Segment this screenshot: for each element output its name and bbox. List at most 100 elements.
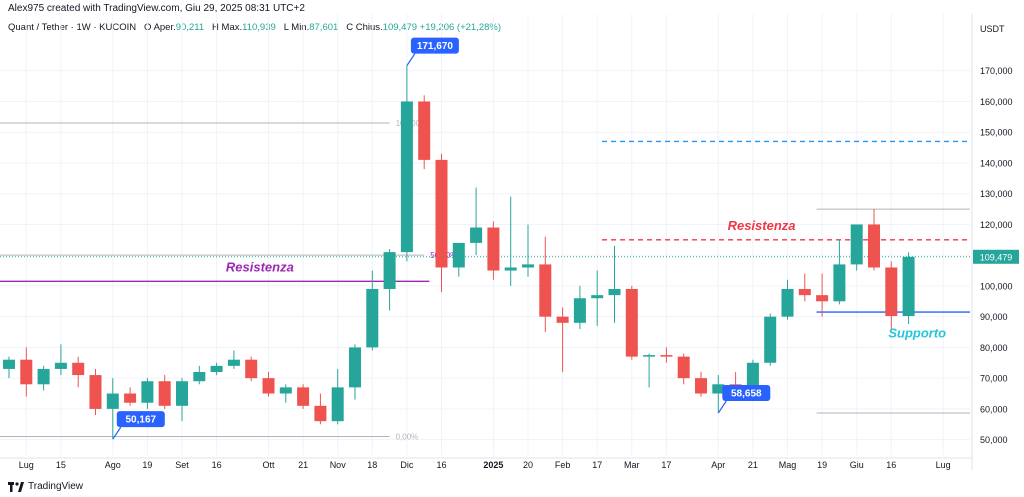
candle-up[interactable]	[331, 387, 344, 422]
close-prefix: Chius.	[355, 22, 383, 33]
candle-up[interactable]	[573, 298, 586, 323]
last-price-tag-text: 109,479	[980, 252, 1013, 262]
candle-up[interactable]	[210, 365, 223, 372]
brand-text: TradingView	[28, 481, 84, 492]
candle-up[interactable]	[193, 372, 206, 382]
candle-up[interactable]	[452, 242, 465, 268]
candle-down[interactable]	[677, 356, 690, 379]
candle-down[interactable]	[885, 267, 898, 317]
x-tick-label: 18	[367, 460, 377, 470]
y-tick-label: 70,000	[980, 374, 1008, 384]
candle-down[interactable]	[487, 227, 500, 271]
candle-up[interactable]	[227, 359, 240, 366]
x-tick-label: 19	[142, 460, 152, 470]
candle-up[interactable]	[279, 387, 292, 394]
candle-up[interactable]	[764, 316, 777, 363]
candle-up[interactable]	[176, 381, 188, 406]
chart-credit: Alex975 created with TradingView.com, Gi…	[8, 3, 305, 14]
x-tick-label: Apr	[711, 460, 725, 470]
x-tick-label: Feb	[555, 460, 571, 470]
candle-up[interactable]	[141, 381, 154, 403]
ohlc-legend: Quant / Tether · 1W · KUCOIN O Aper.90,2…	[8, 22, 501, 33]
candle-up[interactable]	[54, 362, 67, 369]
candle-down[interactable]	[20, 359, 33, 385]
y-tick-label: 80,000	[980, 343, 1008, 353]
candle-up[interactable]	[504, 267, 517, 271]
candle-up[interactable]	[591, 295, 604, 299]
x-tick-label: 2025	[483, 460, 503, 470]
candle-up[interactable]	[712, 384, 725, 394]
y-tick-label: 150,000	[980, 128, 1013, 138]
candle-up[interactable]	[833, 264, 846, 302]
x-tick-label: 15	[56, 460, 66, 470]
candle-down[interactable]	[625, 289, 638, 357]
candle-down[interactable]	[262, 378, 275, 394]
candle-up[interactable]	[470, 227, 483, 243]
close-label: C	[346, 22, 354, 33]
x-tick-label: Mar	[624, 460, 640, 470]
candle-down[interactable]	[418, 101, 431, 160]
candle-up[interactable]	[643, 355, 656, 357]
x-tick-label: Ago	[105, 460, 121, 470]
fib-level-label: 0,00%	[396, 433, 419, 442]
candle-up[interactable]	[608, 289, 621, 296]
candle-up[interactable]	[522, 264, 534, 268]
label-resistenza-red: Resistenza	[728, 218, 796, 233]
price-tag-pointer	[112, 426, 122, 440]
x-tick-label: Nov	[330, 460, 347, 470]
candle-down[interactable]	[435, 159, 448, 268]
candle-down[interactable]	[297, 387, 310, 406]
y-tick-label: 120,000	[980, 220, 1013, 230]
candle-up[interactable]	[781, 289, 794, 317]
x-tick-label: Mag	[779, 460, 797, 470]
tradingview-brand[interactable]: TradingView	[8, 481, 83, 492]
candle-down[interactable]	[868, 224, 880, 268]
candle-down[interactable]	[816, 295, 829, 302]
candle-down[interactable]	[556, 316, 569, 323]
price-axis-currency: USDT	[980, 24, 1005, 34]
candle-down[interactable]	[158, 381, 171, 406]
candle-down[interactable]	[660, 355, 673, 357]
x-tick-label: 17	[661, 460, 671, 470]
high-tag-box	[410, 37, 459, 54]
candle-down[interactable]	[695, 378, 707, 394]
label-resistenza-purple: Resistenza	[226, 259, 294, 274]
low-tag-apr-box	[722, 385, 771, 402]
candle-up[interactable]	[383, 252, 396, 289]
y-tick-label: 130,000	[980, 189, 1013, 199]
candle-down[interactable]	[798, 289, 811, 296]
low-label: L	[283, 22, 289, 33]
x-tick-label: Ott	[262, 460, 275, 470]
candle-up[interactable]	[349, 347, 361, 388]
candle-down[interactable]	[314, 405, 327, 422]
candle-down[interactable]	[124, 393, 137, 403]
y-tick-label: 160,000	[980, 97, 1013, 107]
candle-up[interactable]	[3, 359, 15, 369]
low-value: 87,601	[309, 22, 339, 33]
candle-down[interactable]	[539, 264, 552, 317]
low-tag-apr-text: 58,658	[731, 389, 762, 400]
candle-down[interactable]	[72, 362, 85, 376]
high-tag-text: 171,670	[417, 41, 454, 52]
candle-up[interactable]	[902, 256, 915, 317]
x-tick-label: 17	[592, 460, 602, 470]
candle-up[interactable]	[106, 393, 119, 409]
symbol-name: Quant / Tether · 1W · KUCOIN	[8, 22, 137, 33]
x-tick-label: 16	[212, 460, 222, 470]
x-tick-label: 21	[298, 460, 308, 470]
candle-up[interactable]	[400, 101, 413, 253]
candle-up[interactable]	[366, 289, 379, 348]
x-tick-label: 21	[748, 460, 758, 470]
high-label: H	[212, 22, 219, 33]
x-tick-label: Set	[175, 460, 189, 470]
x-tick-label: 19	[817, 460, 827, 470]
low-tag-aug-text: 50,167	[126, 415, 157, 426]
candle-down[interactable]	[89, 375, 102, 409]
y-tick-label: 170,000	[980, 66, 1013, 76]
candle-up[interactable]	[746, 362, 759, 388]
candle-down[interactable]	[245, 359, 258, 379]
tradingview-logo-icon	[8, 481, 24, 492]
candle-up[interactable]	[850, 224, 863, 265]
candle-up[interactable]	[37, 368, 50, 385]
